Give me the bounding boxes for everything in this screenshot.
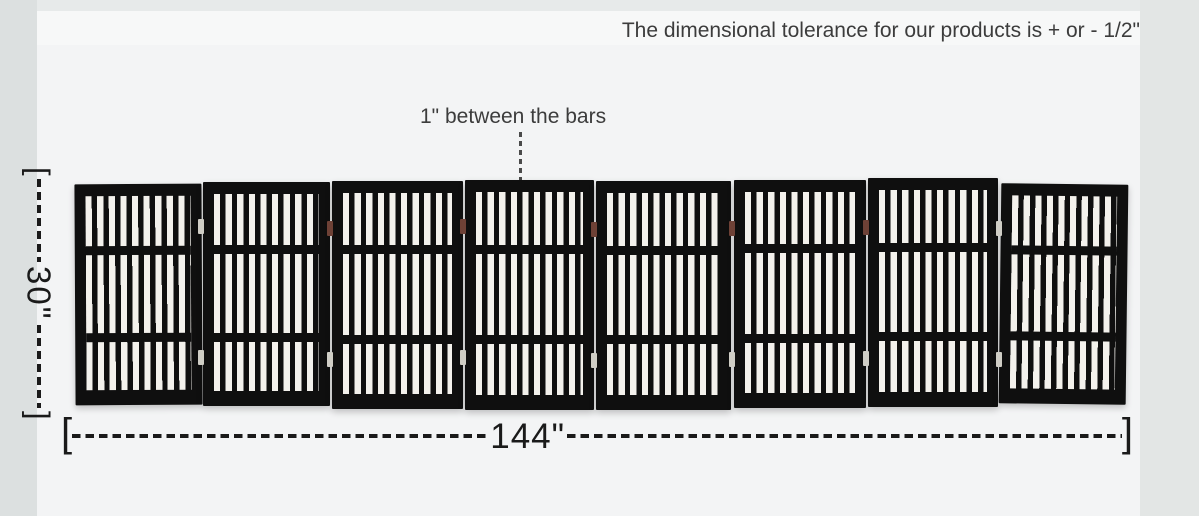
panel-hinge — [460, 219, 466, 234]
panel-bars — [343, 193, 452, 394]
panel-rail-top — [879, 242, 987, 252]
panel-hinge — [863, 220, 869, 235]
background-right-strip — [1140, 0, 1199, 516]
panel-rail-top — [343, 245, 452, 255]
panel-rail-bottom — [1010, 331, 1116, 342]
panel-hinge — [996, 221, 1002, 236]
panel-hinge — [729, 352, 735, 367]
panel-rail-top — [607, 245, 720, 255]
panel-bars — [879, 190, 987, 392]
panel-hinge — [591, 222, 597, 237]
panel-hinge — [996, 352, 1002, 367]
background-light-band — [37, 11, 1140, 45]
gate-panel — [596, 181, 731, 410]
bar-spacing-label: 1" between the bars — [420, 105, 607, 128]
panel-hinge — [198, 350, 204, 365]
panel-hinge — [729, 221, 735, 236]
panel-rail-bottom — [879, 332, 987, 342]
panel-rail-bottom — [343, 334, 452, 344]
width-dimension: [ 144" ] — [61, 413, 1133, 459]
panel-rail-bottom — [745, 333, 855, 343]
panel-hinge — [327, 221, 333, 236]
panel-rail-bottom — [86, 332, 192, 343]
panel-hinge — [863, 351, 869, 366]
height-dimension-dash-line — [37, 178, 41, 263]
panel-hinge — [198, 219, 204, 234]
gate-panel — [203, 182, 330, 406]
width-dimension-dash-line — [72, 434, 489, 438]
gate-panel — [734, 180, 866, 408]
width-dimension-open-bracket: [ — [61, 411, 73, 455]
panel-bars — [476, 192, 583, 395]
panel-rail-top — [476, 244, 583, 254]
gate-panel — [465, 180, 594, 410]
height-dimension-dash-line — [37, 324, 41, 409]
tolerance-note: The dimensional tolerance for our produc… — [621, 19, 1140, 42]
background-top-strip — [37, 0, 1140, 11]
gate-panel — [332, 181, 463, 409]
panel-bars — [1009, 195, 1118, 390]
panel-bars — [607, 193, 720, 395]
panel-rail-top — [745, 244, 855, 254]
width-dimension-value: 144" — [490, 416, 566, 456]
background-left-strip — [0, 0, 37, 516]
width-dimension-close-bracket: ] — [1121, 411, 1133, 455]
gate-panel — [868, 178, 998, 407]
panel-bars — [745, 192, 855, 393]
panel-rail-bottom — [607, 335, 720, 345]
panel-bars — [85, 195, 192, 391]
panel-rail-top — [214, 245, 319, 255]
panel-bars — [214, 194, 319, 391]
panel-hinge — [460, 350, 466, 365]
height-dimension-value: 30" — [20, 266, 58, 321]
gate-panel — [74, 183, 203, 406]
bar-spacing-pointer-line — [519, 132, 522, 202]
panel-hinge — [591, 353, 597, 368]
height-dimension: [ 30" ] — [16, 167, 62, 420]
panel-rail-bottom — [214, 332, 319, 342]
panel-rail-bottom — [476, 335, 583, 345]
panel-rail-top — [85, 246, 191, 256]
height-dimension-close-bracket: ] — [21, 411, 57, 421]
height-dimension-open-bracket: [ — [21, 167, 57, 176]
width-dimension-dash-line — [567, 434, 1122, 438]
panel-rail-top — [1011, 245, 1117, 256]
gate-panel — [998, 183, 1129, 405]
panel-hinge — [327, 352, 333, 367]
